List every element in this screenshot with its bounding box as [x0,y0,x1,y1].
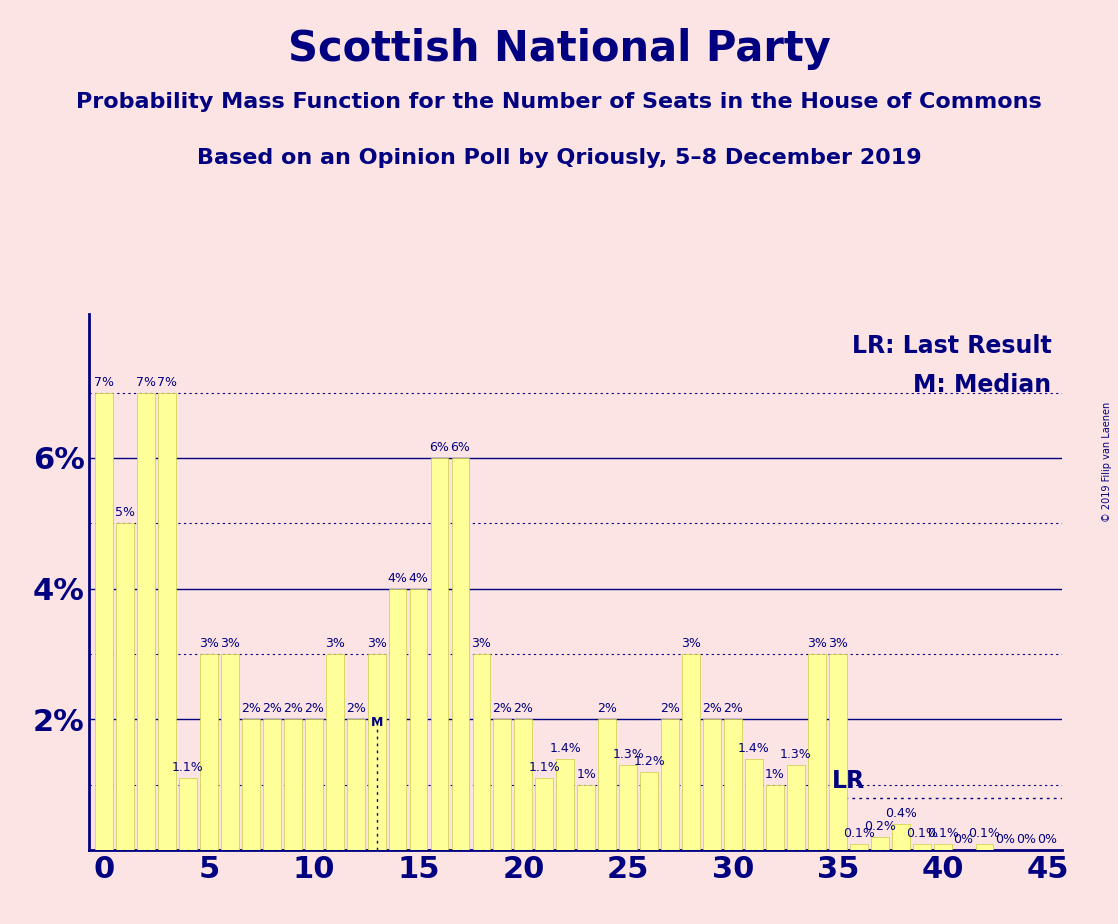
Bar [871,837,889,850]
Bar [745,759,762,850]
Bar [828,654,846,850]
Bar [116,523,134,850]
Text: 0.2%: 0.2% [864,821,896,833]
Bar [138,393,155,850]
Text: 0.1%: 0.1% [968,827,1001,840]
Bar [766,784,784,850]
Text: 2%: 2% [304,702,324,715]
Text: M: M [370,716,382,729]
Bar [934,844,951,850]
Text: 3%: 3% [681,637,701,650]
Bar [263,720,281,850]
Text: 3%: 3% [367,637,387,650]
Text: 3%: 3% [199,637,219,650]
Bar [473,654,491,850]
Bar [536,778,553,850]
Bar [892,824,910,850]
Text: 3%: 3% [472,637,492,650]
Text: 0.4%: 0.4% [884,807,917,820]
Bar [241,720,259,850]
Text: 0.1%: 0.1% [927,827,958,840]
Text: 4%: 4% [408,572,428,585]
Text: 5%: 5% [115,506,135,519]
Bar [912,844,930,850]
Bar [577,784,595,850]
Text: 3%: 3% [807,637,827,650]
Bar [284,720,302,850]
Text: 0%: 0% [1038,833,1058,846]
Bar [179,778,197,850]
Text: 1.3%: 1.3% [613,748,644,761]
Text: 2%: 2% [660,702,680,715]
Text: 2%: 2% [283,702,303,715]
Bar [368,654,386,850]
Bar [158,393,176,850]
Text: 0.1%: 0.1% [906,827,938,840]
Bar [724,720,742,850]
Text: 2%: 2% [597,702,617,715]
Bar [389,589,407,850]
Bar [347,720,364,850]
Text: Scottish National Party: Scottish National Party [287,28,831,69]
Bar [976,844,994,850]
Text: 7%: 7% [94,376,114,389]
Text: 1.3%: 1.3% [780,748,812,761]
Text: 1%: 1% [576,768,596,781]
Text: 1.1%: 1.1% [529,761,560,774]
Bar [703,720,721,850]
Bar [221,654,239,850]
Bar [514,720,532,850]
Bar [557,759,575,850]
Text: 3%: 3% [220,637,240,650]
Text: 2%: 2% [492,702,512,715]
Text: 2%: 2% [240,702,260,715]
Bar [452,458,470,850]
Text: 4%: 4% [388,572,408,585]
Text: 2%: 2% [702,702,722,715]
Text: 1.2%: 1.2% [633,755,665,768]
Bar [619,765,637,850]
Bar [200,654,218,850]
Text: 1.1%: 1.1% [172,761,203,774]
Bar [641,772,659,850]
Text: 7%: 7% [157,376,177,389]
Text: M: Median: M: Median [913,373,1052,397]
Text: 0%: 0% [1016,833,1036,846]
Text: 0.1%: 0.1% [843,827,874,840]
Bar [493,720,511,850]
Text: 1%: 1% [765,768,785,781]
Text: 6%: 6% [429,441,449,454]
Text: LR: Last Result: LR: Last Result [852,334,1052,358]
Text: 6%: 6% [451,441,471,454]
Text: 2%: 2% [513,702,533,715]
Text: 1.4%: 1.4% [738,742,770,755]
Text: 0%: 0% [995,833,1015,846]
Text: © 2019 Filip van Laenen: © 2019 Filip van Laenen [1102,402,1112,522]
Bar [430,458,448,850]
Text: 2%: 2% [262,702,282,715]
Text: Based on an Opinion Poll by Qriously, 5–8 December 2019: Based on an Opinion Poll by Qriously, 5–… [197,148,921,168]
Text: 0%: 0% [954,833,974,846]
Text: 2%: 2% [345,702,366,715]
Text: 3%: 3% [827,637,847,650]
Bar [661,720,679,850]
Bar [409,589,427,850]
Bar [682,654,700,850]
Bar [325,654,343,850]
Text: 7%: 7% [136,376,157,389]
Text: 2%: 2% [723,702,743,715]
Text: 3%: 3% [324,637,344,650]
Bar [305,720,323,850]
Bar [850,844,868,850]
Text: 1.4%: 1.4% [549,742,581,755]
Bar [95,393,113,850]
Text: Probability Mass Function for the Number of Seats in the House of Commons: Probability Mass Function for the Number… [76,92,1042,113]
Bar [787,765,805,850]
Bar [808,654,826,850]
Text: LR: LR [832,769,864,793]
Bar [598,720,616,850]
